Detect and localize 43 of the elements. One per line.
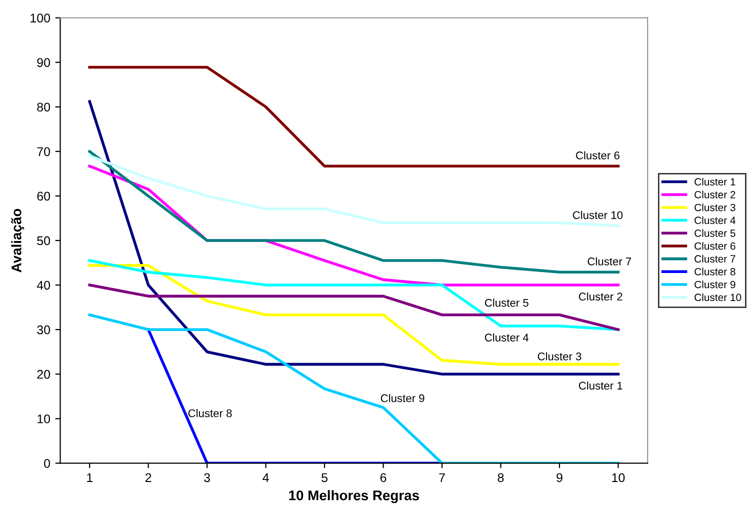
y-tick-label: 0 xyxy=(44,458,50,468)
annotation: Cluster 7 xyxy=(588,257,632,266)
annotation: Cluster 6 xyxy=(576,151,620,160)
legend-label: Cluster 2 xyxy=(694,190,736,198)
y-tick-label: 10 xyxy=(38,414,50,424)
y-tick-label: 80 xyxy=(37,102,50,112)
y-tick-label: 40 xyxy=(36,280,50,290)
x-tick-label: 1 xyxy=(87,473,92,482)
legend-label: Cluster 6 xyxy=(694,242,736,250)
y-axis-title: Avaliação xyxy=(11,208,24,272)
legend-label: Cluster 8 xyxy=(694,268,736,276)
annotation: Cluster 5 xyxy=(484,298,528,307)
x-tick-label: 10 xyxy=(612,473,625,482)
x-tick-label: 2 xyxy=(145,473,152,482)
legend-label: Cluster 9 xyxy=(694,280,736,288)
x-tick-label: 7 xyxy=(439,473,445,482)
x-axis-title: 10 Melhores Regras xyxy=(289,490,419,504)
y-tick-label: 50 xyxy=(37,236,50,246)
legend-label: Cluster 10 xyxy=(694,293,742,302)
x-tick-label: 8 xyxy=(498,473,504,482)
legend-label: Cluster 1 xyxy=(694,178,736,186)
annotation: Cluster 9 xyxy=(380,394,424,402)
x-tick-label: 3 xyxy=(204,473,210,482)
legend-label: Cluster 3 xyxy=(694,204,736,212)
x-tick-label: 9 xyxy=(556,473,562,482)
annotation: Cluster 8 xyxy=(188,409,232,418)
y-tick-label: 90 xyxy=(37,58,50,68)
y-tick-label: 20 xyxy=(37,370,50,379)
y-tick-label: 70 xyxy=(37,147,50,156)
legend-label: Cluster 5 xyxy=(694,229,736,237)
x-tick-label: 4 xyxy=(262,473,269,482)
y-tick-label: 30 xyxy=(37,325,50,334)
annotation: Cluster 3 xyxy=(538,352,582,360)
x-tick-label: 5 xyxy=(322,473,328,482)
annotation: Cluster 2 xyxy=(578,292,622,301)
annotation: Cluster 1 xyxy=(578,381,622,390)
annotation: Cluster 10 xyxy=(572,210,623,220)
annotation: Cluster 4 xyxy=(484,333,529,342)
legend-label: Cluster 4 xyxy=(694,216,736,224)
legend-label: Cluster 7 xyxy=(694,254,736,263)
y-tick-label: 60 xyxy=(37,192,50,201)
x-tick-label: 6 xyxy=(380,473,386,482)
y-tick-label: 100 xyxy=(30,14,50,22)
